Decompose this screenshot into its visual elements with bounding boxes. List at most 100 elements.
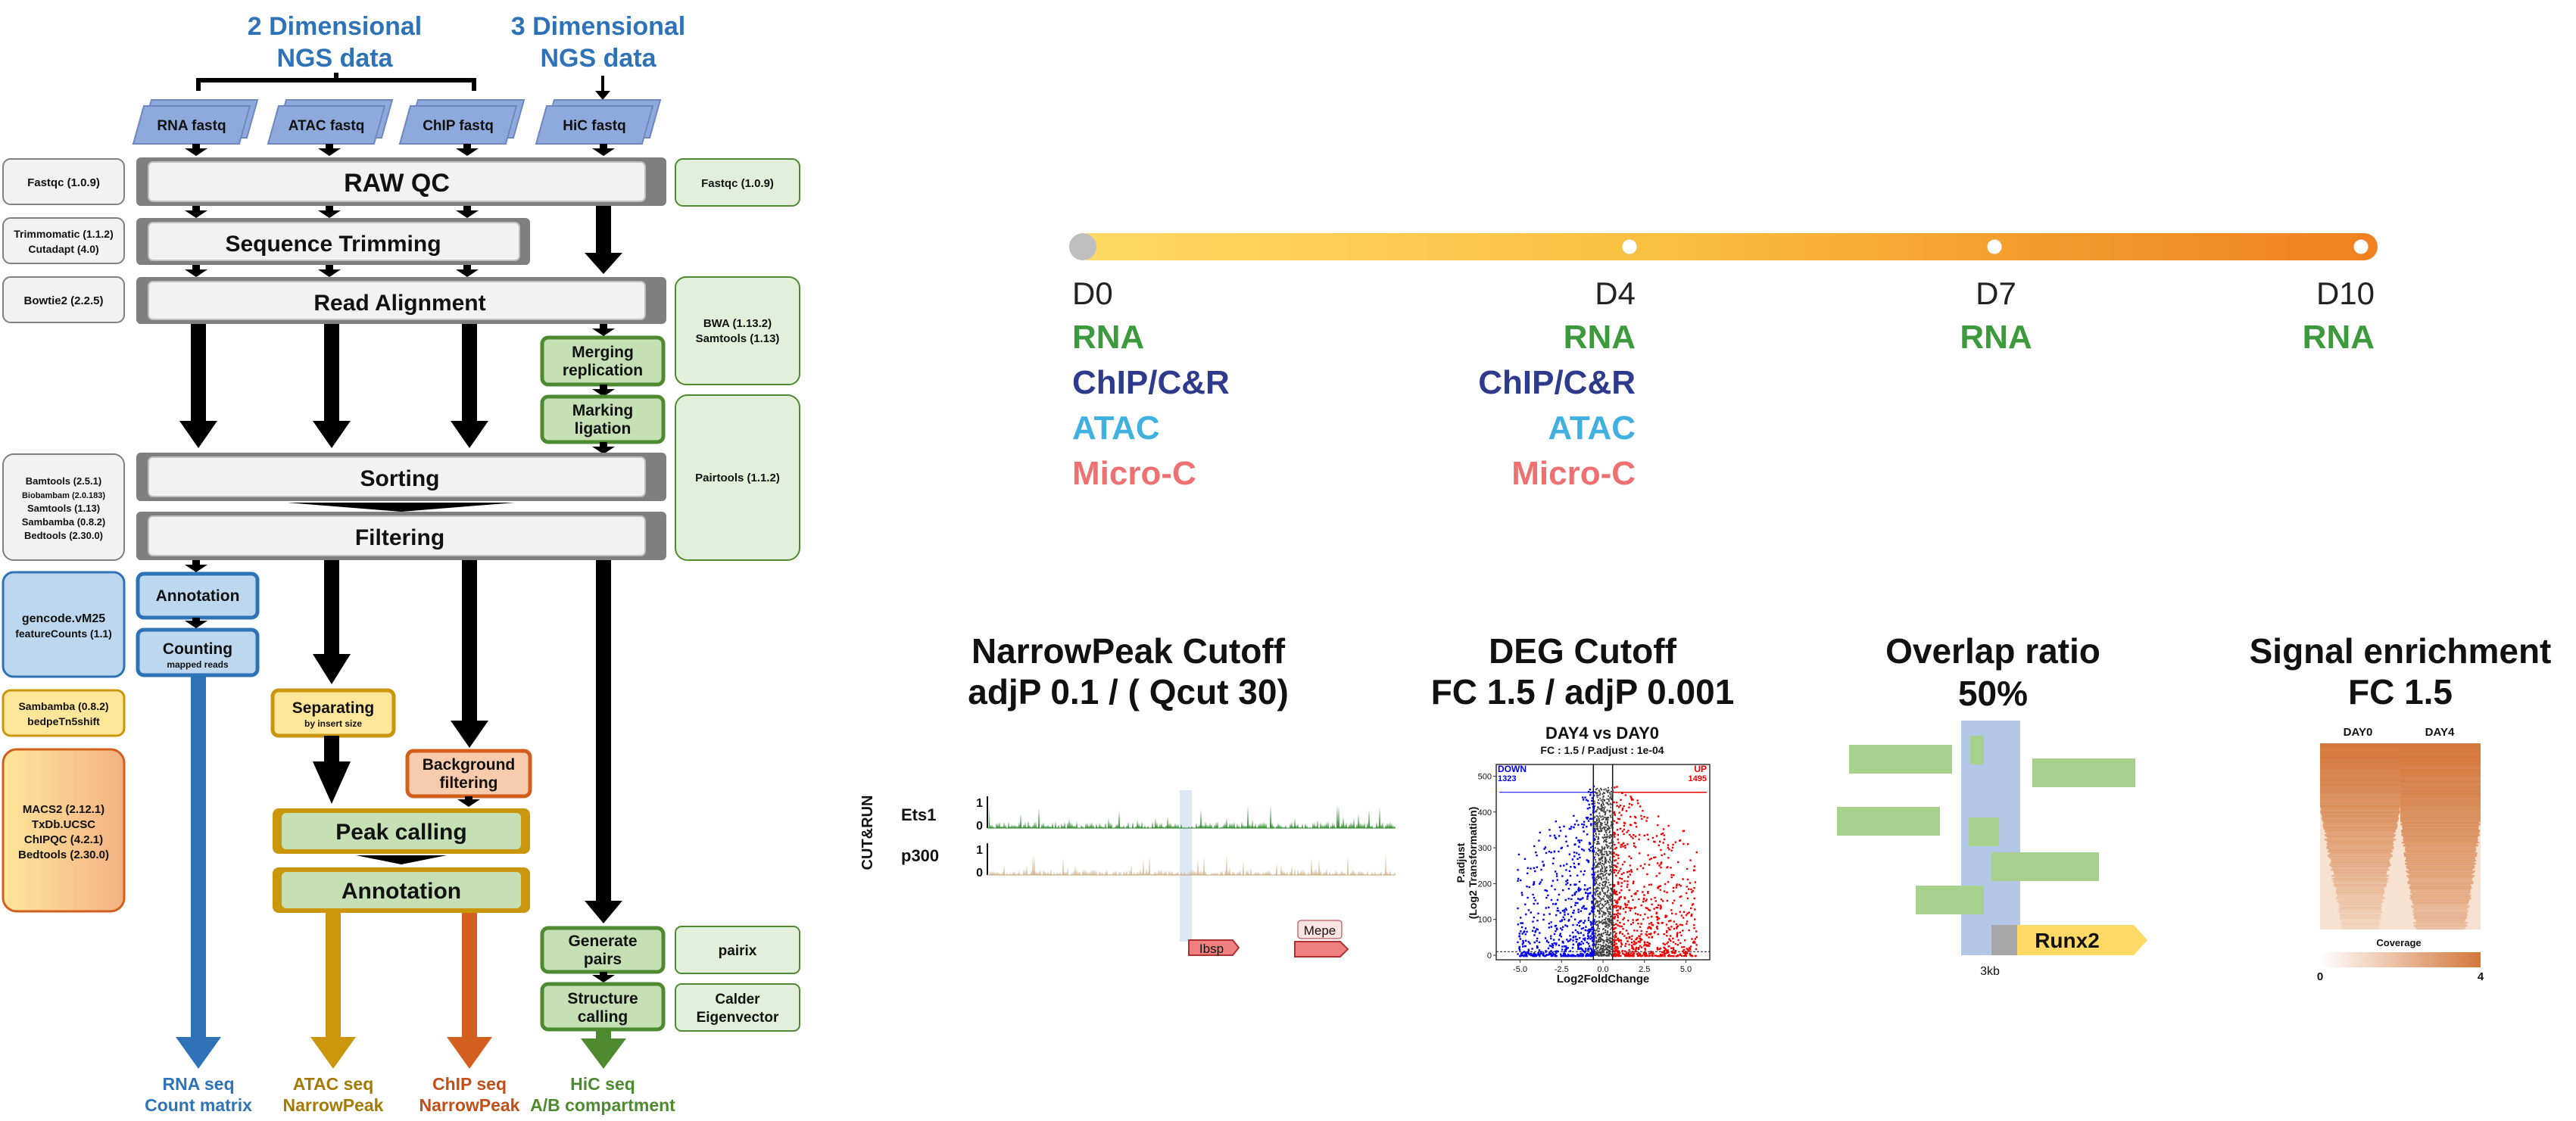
tool-macs-4: Bedtools (2.30.0) [18, 849, 109, 861]
heatmap-row [2320, 775, 2400, 777]
heatmap-row [2320, 783, 2400, 785]
arrows-merge-mark [592, 385, 615, 397]
tl-d4-assay-1: RNA [1564, 319, 1636, 356]
heatmap-row [2409, 887, 2472, 889]
heatmap-row [2320, 748, 2400, 750]
heatmap-row [2400, 775, 2481, 777]
heatmap-row [2407, 883, 2474, 885]
deg-xtick-label: 5.0 [1680, 965, 1692, 974]
step-trimming: Sequence Trimming [136, 218, 530, 265]
heatmap-row [2324, 834, 2397, 836]
panel-narrowpeak: NarrowPeak Cutoff adjP 0.1 / ( Qcut 30) … [859, 631, 1396, 958]
tool-gencode: gencode.vM25 featureCounts (1.1) [2, 571, 126, 678]
fastq-chip-label: ChIP fastq [423, 118, 494, 134]
deg-xlabel: Log2FoldChange [1557, 973, 1650, 986]
heatmap-row [2401, 842, 2480, 844]
heatmap-row [2405, 851, 2476, 853]
tool-gencode-1: gencode.vM25 [22, 612, 105, 625]
heatmap-row [2400, 751, 2481, 753]
volcano-up-points [1613, 786, 1698, 958]
np-track2-name: p300 [901, 846, 939, 865]
heatmap-row [2320, 792, 2400, 794]
np-gene-mepe: Mepe [1294, 920, 1349, 958]
heatmap-row [2413, 913, 2468, 915]
heatmap-row [2320, 787, 2400, 789]
sig-title-2: FC 1.5 [2348, 672, 2453, 712]
heatmap-row [2400, 768, 2481, 770]
heatmap-row [2320, 760, 2400, 762]
heatmap-row [2400, 798, 2481, 800]
tool-sambamba-1: Sambamba (0.8.2) [18, 700, 108, 712]
step-counting: Counting mapped reads [136, 627, 260, 677]
heatmap-row [2323, 822, 2397, 824]
output-chip-2: NarrowPeak [419, 1095, 520, 1115]
deg-volcano-points [1496, 764, 1710, 960]
heatmap-row [2400, 793, 2481, 796]
sig-legend-title: Coverage [2376, 937, 2421, 948]
tl-d0-assay-3: ATAC [1072, 409, 1160, 447]
arrow-bg-peak [457, 796, 480, 807]
counting-sub: mapped reads [167, 659, 229, 670]
ov-peak-2 [1970, 736, 1984, 764]
tl-day-d0: D0 [1072, 276, 1113, 311]
p300-signal-path [989, 854, 1396, 875]
heatmap-row [2406, 875, 2475, 877]
heatmap-row [2403, 828, 2479, 830]
step-generate-pairs: Generate pairs [540, 926, 666, 974]
heatmap-row [2332, 881, 2388, 883]
heatmap-row [2328, 854, 2393, 856]
heatmap-row [2320, 757, 2400, 759]
heatmap-row [2326, 846, 2394, 849]
heatmap-row [2320, 811, 2400, 814]
heatmap-row [2325, 830, 2396, 832]
heatmap-row [2415, 923, 2466, 926]
tl-day-d10: D10 [2316, 276, 2375, 311]
tool-sort-2: Biobambam (2.0.183) [22, 491, 105, 500]
heatmap-row [2410, 892, 2471, 894]
heatmap-row [2403, 837, 2478, 839]
heatmap-row [2342, 928, 2378, 930]
step-annotation-rna: Annotation [136, 571, 260, 620]
step-separating: Separating by insert size [270, 688, 396, 738]
heatmap-row [2320, 774, 2400, 776]
marking-label-1: Marking [572, 402, 634, 419]
np-title-2: adjP 0.1 / ( Qcut 30) [968, 672, 1289, 712]
heatmap-row [2320, 761, 2400, 764]
counting-label: Counting [163, 640, 232, 658]
heatmap-row [2404, 860, 2477, 862]
tool-calder-2: Eigenvector [697, 1010, 779, 1026]
output-rna-2: Count matrix [145, 1095, 252, 1115]
heatmap-row [2402, 825, 2479, 827]
timeline-bar [1075, 233, 2378, 260]
tl-d4-assay-3: ATAC [1548, 409, 1636, 447]
heatmap-row [2320, 766, 2400, 768]
heatmap-row [2327, 842, 2393, 844]
tool-bwa-2: Samtools (1.13) [696, 332, 780, 345]
np-gene-ibsp: Ibsp [1188, 939, 1240, 956]
heatmap-row [2403, 852, 2478, 855]
heatmap-row [2401, 822, 2480, 824]
ov-gene-runx2 [2017, 925, 2147, 955]
heatmap-row [2400, 804, 2481, 806]
heatmap-row [2404, 863, 2477, 865]
deg-xtick-label: 2.5 [1639, 965, 1650, 974]
deg-xtick-label: 0.0 [1597, 965, 1608, 974]
heatmap-row [2335, 898, 2385, 900]
np-title-1: NarrowPeak Cutoff [971, 631, 1286, 671]
heatmap-row [2331, 875, 2389, 877]
heatmap-row [2410, 890, 2471, 892]
heatmap-row [2412, 914, 2468, 917]
ets1-signal-path [989, 805, 1396, 828]
step-raw-qc: RAW QC [136, 157, 666, 206]
ov-peak-4 [1837, 807, 1940, 836]
bg-filter-label-2: filtering [440, 774, 498, 792]
deg-ytick-label: 0 [1487, 951, 1492, 961]
panel-deg: DEG Cutoff FC 1.5 / adjP 0.001 DAY4 vs D… [1431, 631, 1735, 986]
tool-macs-3: ChIPQC (4.2.1) [24, 833, 103, 846]
tool-sort: Bamtools (2.5.1) Biobambam (2.0.183) Sam… [2, 453, 125, 561]
raw-qc-label: RAW QC [344, 169, 450, 198]
sig-col-day4: DAY4 [2425, 726, 2455, 739]
heatmap-row [2410, 884, 2471, 886]
tool-pairtools-text: Pairtools (1.1.2) [695, 472, 780, 484]
heatmap-row [2322, 814, 2399, 817]
